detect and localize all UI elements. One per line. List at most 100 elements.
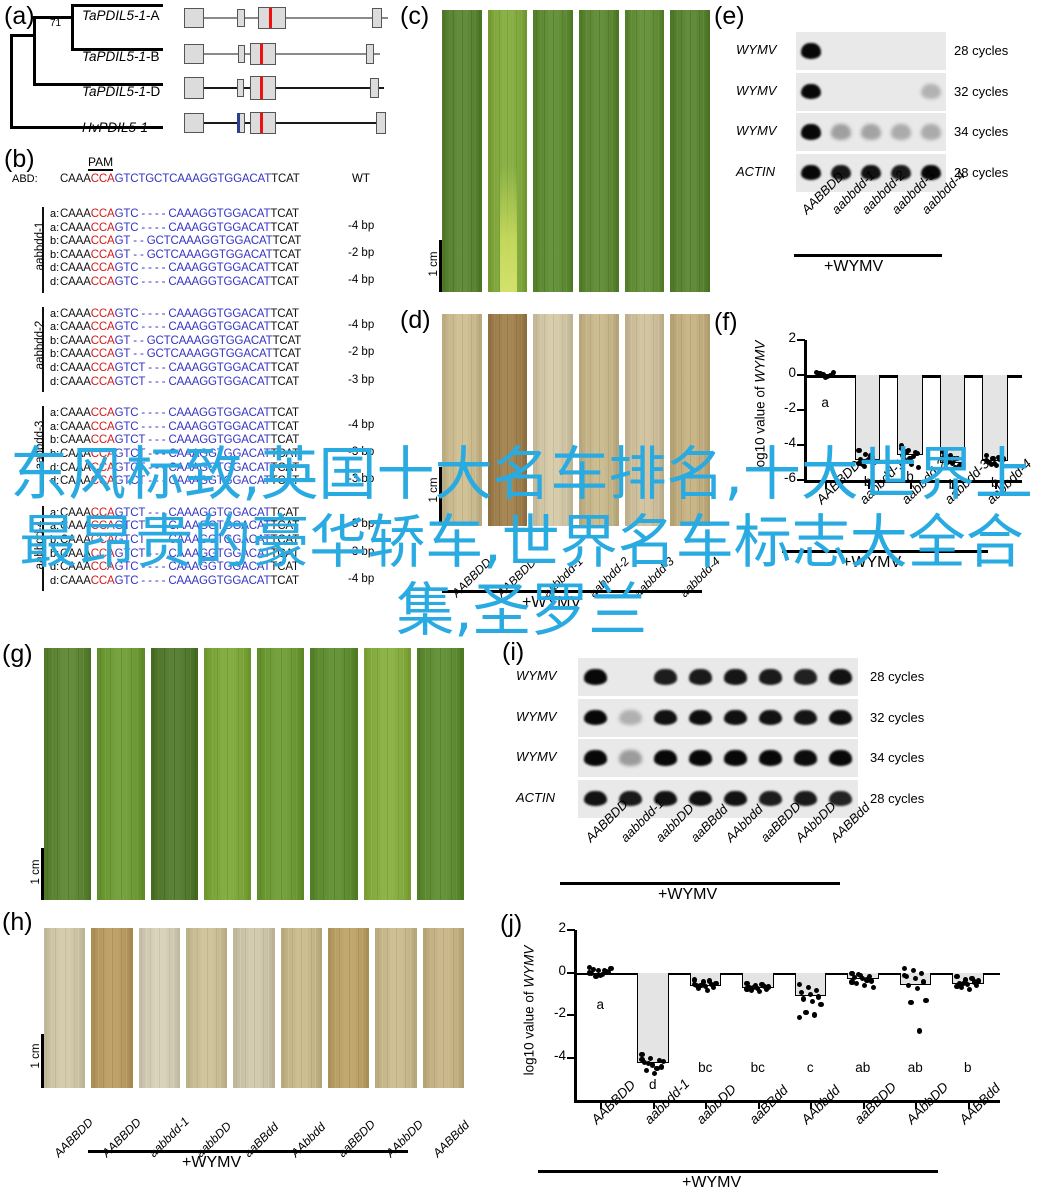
lane-label: aaBBDD <box>335 1117 379 1160</box>
x-tick-mark <box>810 1102 813 1109</box>
scale-label-c: 1 cm <box>428 251 440 277</box>
gel-band <box>723 750 748 766</box>
data-point <box>744 986 750 992</box>
group-bracket-d <box>442 590 702 593</box>
data-point <box>696 985 702 992</box>
data-point <box>819 372 825 378</box>
gel-band <box>828 790 853 807</box>
allele-sequence: CAAACCAGTC - - - - CAAAGGTGGACATTCAT <box>60 407 299 420</box>
data-point <box>873 459 879 465</box>
panel-a-label: (a) <box>4 2 35 30</box>
gel-band <box>618 750 643 766</box>
data-point <box>593 974 599 980</box>
data-point <box>805 984 811 990</box>
data-point <box>1000 456 1007 462</box>
group-label-d: +WYMV <box>522 594 582 611</box>
y-tick-label: 0 <box>558 962 566 978</box>
data-point <box>831 370 837 376</box>
x-tick-mark <box>825 482 828 489</box>
x-axis <box>574 1100 1000 1103</box>
gel-gene-name: WYMV <box>516 708 557 724</box>
data-point <box>910 967 916 973</box>
data-point <box>861 464 867 470</box>
data-point <box>702 983 708 989</box>
panel-c: (c) 1 cm <box>398 0 718 300</box>
data-point <box>744 980 750 986</box>
x-tick-label: AABBdd <box>956 1080 1003 1127</box>
stem-strip <box>186 928 228 1088</box>
allele-label: b: <box>50 434 60 447</box>
y-tick-label: 0 <box>788 365 796 380</box>
y-tick-label: -2 <box>783 400 796 415</box>
panel-c-label: (c) <box>400 2 430 30</box>
allele-label: a: <box>50 307 60 320</box>
gel-band <box>793 709 818 726</box>
data-point <box>713 980 719 986</box>
indel-size: -2 bp <box>348 346 375 359</box>
allele-label: d: <box>50 461 60 474</box>
scale-label-g: 1 cm <box>30 859 42 885</box>
scale-bar-d <box>439 467 442 523</box>
significance-letter: b <box>973 475 1017 490</box>
panel-b: (b) PAM ABD: CAAACCAGTCTGCTCAAAGGTGGACATT… <box>0 145 400 600</box>
scale-label-d: 1 cm <box>428 477 440 503</box>
data-point <box>704 987 710 994</box>
gel-band <box>793 750 818 766</box>
allele-sequence: CAAACCAGTCT - - - CAAAGGTGGACATTCAT <box>60 506 300 519</box>
leaf-strip <box>442 10 482 292</box>
allele-label: d: <box>50 561 60 574</box>
data-point <box>814 987 820 994</box>
indel-size: -3 bp <box>348 518 375 531</box>
gene-model-d <box>180 73 395 103</box>
genotype-group-label: aabbdd-2 <box>34 321 46 370</box>
data-point <box>765 984 772 990</box>
allele-label: d: <box>50 276 60 288</box>
indel-size: -4 bp <box>348 418 375 431</box>
data-point <box>958 463 964 469</box>
data-point <box>849 979 855 985</box>
x-tick-mark <box>862 1102 865 1109</box>
data-point <box>912 976 918 982</box>
gel-band <box>758 750 783 766</box>
x-tick-mark <box>757 1102 760 1109</box>
taxon-name-a: TaPDIL5-1-A <box>82 8 160 23</box>
allele-label: b: <box>50 348 60 361</box>
data-point <box>595 967 601 973</box>
data-point <box>870 984 877 990</box>
y-tick-mark <box>797 409 805 411</box>
scale-bar-g <box>41 848 44 900</box>
data-point <box>860 976 866 982</box>
data-point <box>811 1012 818 1018</box>
allele-sequence: CAAACCAGTCT - - - CAAAGGTGGACATTCAT <box>60 362 300 374</box>
gel-lane-row <box>796 72 946 111</box>
data-point <box>862 982 868 988</box>
data-point <box>866 974 872 980</box>
gel-cycle-count: 28 cycles <box>954 43 1009 58</box>
gel-cycle-count: 28 cycles <box>954 164 1009 180</box>
data-point <box>606 969 612 976</box>
gel-cycle-count: 34 cycles <box>954 124 1009 139</box>
allele-sequence: CAAACCAGTC - - - - CAAAGGTGGACATTCAT <box>60 262 299 275</box>
leaf-strip <box>97 648 145 900</box>
data-point <box>755 985 761 992</box>
data-point <box>864 977 870 983</box>
gel-band <box>860 164 882 181</box>
data-point <box>903 449 910 455</box>
group-label-h: +WYMV <box>182 1154 242 1171</box>
x-axis <box>804 480 1022 483</box>
panel-h: (h) 1 cm AABBDD AABBDD aabbdd-1 aabbDD aaBBd… <box>0 900 480 1176</box>
lane-label: AAbbdd <box>288 1119 329 1160</box>
allele-sequence: CAAACCAGT - - GCTCAAAGGTGGACATTCAT <box>60 235 302 248</box>
allele-label: b: <box>50 547 60 560</box>
data-point <box>914 451 920 457</box>
group-label: +WYMV <box>658 886 718 903</box>
panel-a: (a) 71 TaPDIL5-1-A TaPDIL5-1-B TaPDIL5-1… <box>0 0 400 145</box>
data-point <box>865 458 871 464</box>
allele-label: d: <box>50 475 60 488</box>
indel-size: -3 bp <box>348 545 375 558</box>
group-label: +WYMV <box>824 258 884 275</box>
leaf-strip <box>310 648 358 900</box>
allele-label: b: <box>50 448 60 460</box>
x-tick-mark <box>915 1102 918 1109</box>
allele-sequence: CAAACCAGTCT - - - CAAAGGTGGACATTCAT <box>60 547 300 560</box>
